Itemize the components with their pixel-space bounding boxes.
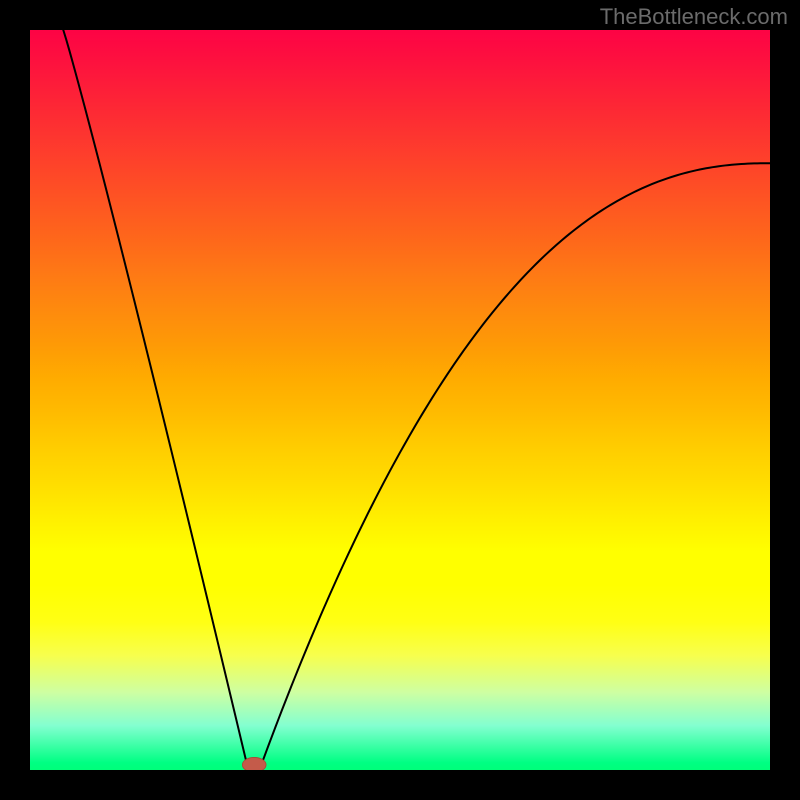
watermark-text: TheBottleneck.com xyxy=(600,4,788,30)
plot-background xyxy=(30,30,770,770)
bottleneck-chart xyxy=(0,0,800,800)
chart-container: TheBottleneck.com xyxy=(0,0,800,800)
